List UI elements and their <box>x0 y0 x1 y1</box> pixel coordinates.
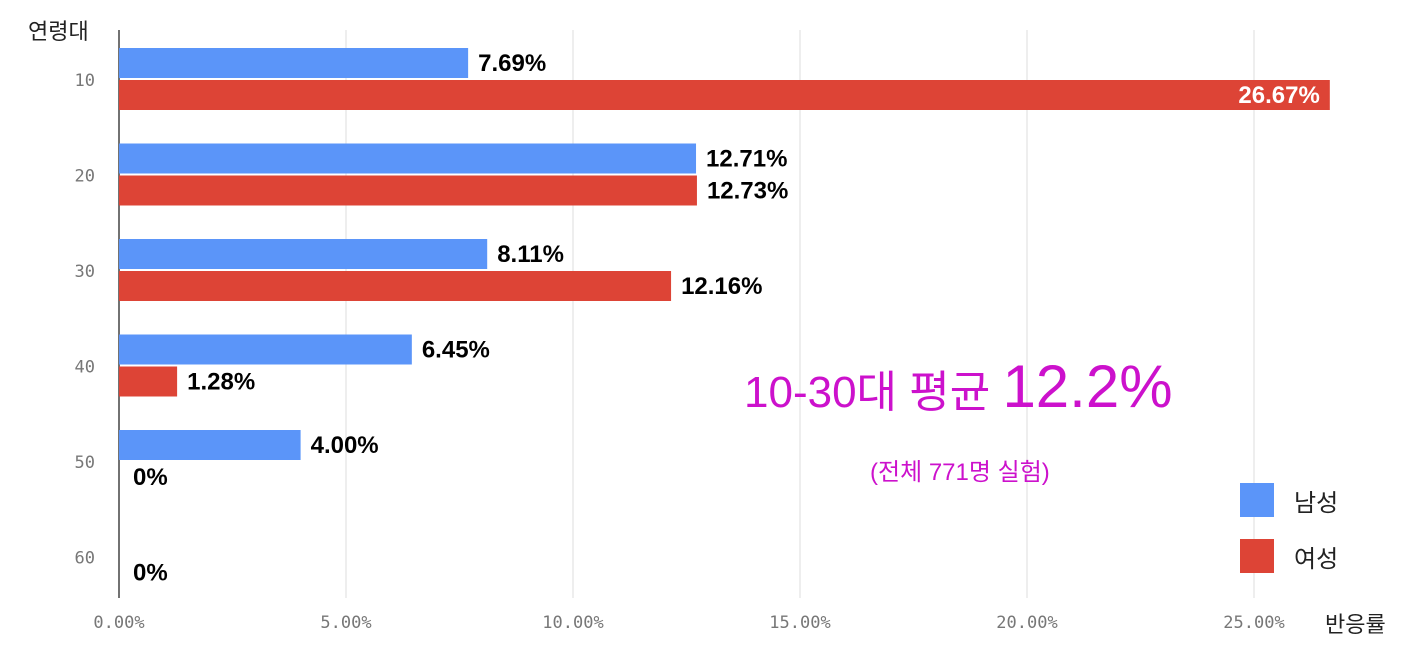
x-tick-label: 15.00% <box>769 613 830 633</box>
bar-female <box>119 271 672 301</box>
data-label: 12.16% <box>681 273 762 300</box>
y-tick-label: 10 <box>75 71 95 91</box>
average-annotation-value: 12.2% <box>1002 353 1173 420</box>
y-axis-title: 연령대 <box>28 20 89 45</box>
data-label: 0% <box>133 560 168 587</box>
x-tick-label: 10.00% <box>542 613 603 633</box>
legend-swatch-male <box>1240 483 1274 517</box>
bar-male <box>119 48 469 78</box>
x-tick-label: 0.00% <box>93 613 144 633</box>
legend-item-male: 남성 <box>1240 482 1338 518</box>
legend-label-female: 여성 <box>1294 544 1339 573</box>
data-label: 12.73% <box>707 178 788 205</box>
data-label: 0% <box>133 464 168 491</box>
bar-female <box>119 366 178 397</box>
data-label: 7.69% <box>478 50 546 77</box>
legend-item-female: 여성 <box>1240 538 1338 574</box>
data-label: 6.45% <box>422 337 490 364</box>
legend-swatch-female <box>1240 539 1274 573</box>
bar-male <box>119 334 412 365</box>
data-label: 26.67% <box>1238 82 1319 109</box>
data-label: 1.28% <box>187 369 255 396</box>
y-tick-label: 20 <box>75 167 95 187</box>
average-annotation-prefix: 10-30대 평균 <box>744 368 1003 417</box>
x-tick-label: 25.00% <box>1223 613 1284 633</box>
bar-male <box>119 430 301 460</box>
legend: 남성 여성 <box>1240 482 1338 594</box>
legend-label-male: 남성 <box>1294 488 1339 517</box>
data-label: 8.11% <box>497 241 564 268</box>
y-tick-label: 50 <box>75 453 95 473</box>
sample-size-annotation: (전체 771명 실험) <box>870 459 1050 486</box>
x-tick-label: 5.00% <box>320 613 371 633</box>
y-tick-label: 30 <box>75 262 95 282</box>
bar-male <box>119 239 488 269</box>
data-label: 12.71% <box>706 146 787 173</box>
data-label: 4.00% <box>311 432 379 459</box>
y-tick-label: 40 <box>75 358 95 378</box>
bar-female <box>119 175 697 206</box>
y-tick-label: 60 <box>75 549 95 569</box>
bar-male <box>119 143 697 174</box>
average-annotation: 10-30대 평균 12.2% <box>744 352 1173 421</box>
x-axis-title: 반응률 <box>1325 613 1386 638</box>
bar-female <box>119 80 1330 110</box>
x-tick-label: 20.00% <box>996 613 1057 633</box>
